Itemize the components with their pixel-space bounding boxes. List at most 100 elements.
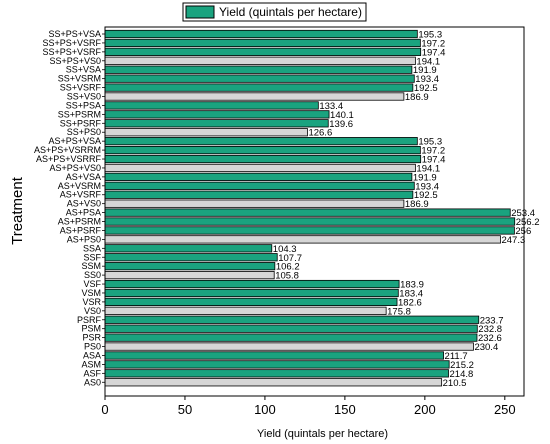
bar-33 [104, 315, 480, 324]
x-tick-label: 50 [178, 402, 192, 417]
category-label: AS+VS0 [67, 199, 101, 209]
category-label: AS+PS+VSRRF [36, 154, 102, 164]
value-label: 192.5 [414, 83, 438, 94]
bar-12 [104, 128, 308, 137]
bar-25 [104, 244, 273, 253]
category-label: SS+PS+VSRF [42, 47, 101, 57]
bar-10 [104, 110, 330, 119]
value-label: 215.2 [450, 360, 474, 371]
category-label: PS0 [84, 342, 101, 352]
value-label: 233.7 [480, 315, 504, 326]
category-label: VS0 [84, 306, 101, 316]
bar-13 [104, 137, 418, 146]
value-label: 194.1 [416, 56, 440, 67]
bar-28 [104, 271, 275, 280]
bar-31 [104, 297, 398, 307]
value-label: 211.7 [445, 351, 468, 362]
value-label: 197.4 [422, 47, 446, 58]
bar-11 [104, 119, 329, 128]
category-label: SS0 [84, 270, 101, 280]
value-label: 140.1 [330, 110, 354, 121]
value-label: 104.3 [273, 244, 297, 255]
bar-38 [104, 360, 450, 369]
bar-9 [104, 101, 319, 110]
category-label: PSM [81, 324, 101, 334]
bar-17 [104, 172, 413, 181]
category-label: SS+PSRF [60, 118, 102, 128]
bar-21 [104, 208, 511, 217]
category-label: AS+PS+VSA [48, 136, 101, 146]
category-label: SS+PS+VSRF [42, 38, 101, 48]
category-label: AS+PS+VSRRM [34, 145, 101, 155]
value-label: 186.9 [405, 92, 429, 103]
value-label: 232.6 [478, 333, 502, 344]
bar-1 [104, 29, 418, 39]
category-labels: SS+PS+VSASS+PS+VSRFSS+PS+VSRFSS+PS+VS0SS… [34, 29, 102, 387]
bars-group [104, 29, 516, 387]
category-label: AS+PSRM [58, 217, 101, 227]
bar-30 [104, 288, 399, 298]
category-label: AS+PS+VS0 [49, 163, 101, 173]
bar-40 [104, 378, 443, 387]
value-label: 197.2 [421, 146, 445, 157]
bar-16 [104, 163, 416, 173]
value-label: 192.5 [414, 190, 438, 201]
value-label: 197.4 [422, 155, 446, 166]
value-label: 175.8 [387, 306, 411, 317]
category-label: SS+VSRM [58, 74, 101, 84]
bar-36 [104, 342, 474, 351]
bar-37 [104, 351, 444, 360]
bar-23 [104, 226, 515, 235]
category-label: AS+PSA [66, 208, 101, 218]
bar-19 [104, 190, 414, 199]
value-label: 106.2 [276, 262, 300, 273]
category-label: SS+VSRF [60, 83, 102, 93]
value-label: 195.3 [418, 30, 442, 41]
category-label: SS+PS0 [67, 127, 101, 137]
legend-box [182, 2, 367, 22]
value-label: 194.1 [416, 163, 440, 174]
category-label: SS+PS+VSA [48, 29, 101, 39]
category-label: VSR [82, 297, 101, 307]
value-label: 133.4 [319, 101, 343, 112]
category-label: SSF [83, 252, 101, 262]
category-label: SS+VSA [66, 65, 101, 75]
bar-24 [104, 235, 501, 244]
x-tick-label: 250 [494, 402, 516, 417]
bar-5 [104, 65, 413, 74]
bar-14 [104, 145, 421, 155]
x-tick-label: 0 [101, 402, 108, 417]
value-label: 183.9 [400, 280, 424, 291]
category-label: SS+PSRM [58, 109, 101, 119]
category-label: SS+VS0 [67, 92, 101, 102]
bar-20 [104, 199, 405, 208]
value-labels: 195.3197.2197.4194.1191.9193.4192.5186.9… [273, 30, 540, 389]
category-label: AS0 [84, 377, 101, 387]
category-label: ASM [81, 359, 101, 369]
value-label: 193.4 [415, 74, 439, 85]
value-label: 186.9 [405, 199, 429, 210]
bar-15 [104, 154, 422, 164]
value-label: 183.4 [399, 288, 423, 299]
category-label: AS+PS0 [67, 234, 101, 244]
bar-22 [104, 217, 516, 226]
y-axis-title: Treatment [9, 176, 26, 245]
bar-32 [104, 306, 387, 315]
category-label: ASA [83, 350, 101, 360]
legend: Yield (quintals per hectare) [182, 2, 367, 22]
value-label: 256 [515, 226, 531, 237]
x-axis-ticks: 0 50 100 150 200 250 [101, 396, 516, 417]
category-label: AS+PSRF [60, 225, 102, 235]
value-label: 195.3 [418, 137, 442, 148]
value-label: 256.2 [516, 217, 540, 228]
bar-18 [104, 181, 415, 190]
plot-frame [104, 26, 525, 397]
value-label: 126.6 [308, 128, 332, 139]
value-label: 139.6 [329, 119, 353, 130]
x-tick-label: 200 [414, 402, 436, 417]
legend-swatch [185, 5, 215, 19]
category-label: AS+VSA [66, 172, 101, 182]
bar-29 [104, 279, 400, 289]
category-label: VSF [83, 279, 101, 289]
value-label: 197.2 [421, 38, 445, 49]
